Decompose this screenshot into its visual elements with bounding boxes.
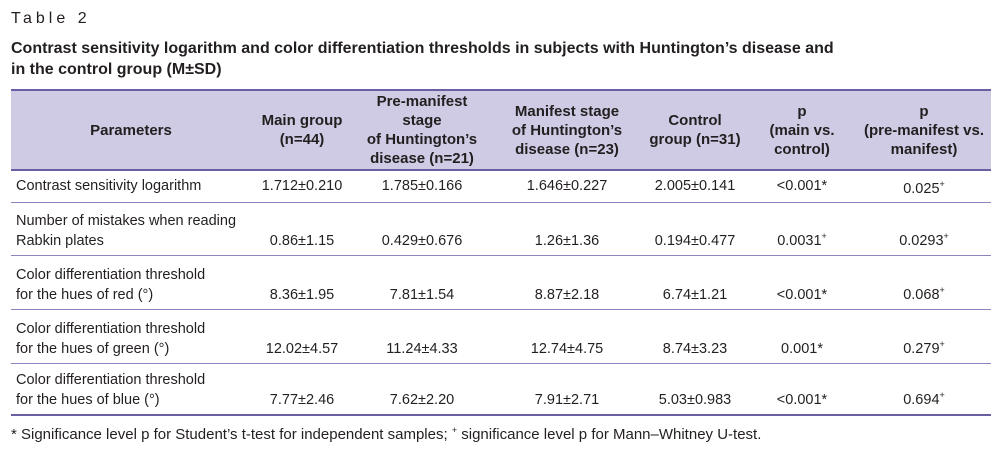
manifest-cell: 1.646±0.227	[491, 170, 643, 203]
pre-manifest-cell: 0.429±0.676	[353, 202, 491, 256]
table-row: Contrast sensitivity logarithm 1.712±0.2…	[11, 170, 991, 203]
table-row: Color differentiation threshold for the h…	[11, 309, 991, 364]
p-main-control-cell: 0.001*	[747, 309, 857, 364]
header-row: Parameters Main group (n=44) Pre-manifest…	[11, 89, 991, 171]
table-row: Color differentiation threshold for the h…	[11, 255, 991, 310]
manifest-cell: 7.91±2.71	[491, 363, 643, 416]
manifest-cell: 8.87±2.18	[491, 255, 643, 310]
parameter-cell: Color differentiation threshold for the h…	[11, 309, 251, 364]
manifest-cell: 1.26±1.36	[491, 202, 643, 256]
table-row: Number of mistakes when reading Rabkin pl…	[11, 202, 991, 256]
control-cell: 5.03±0.983	[643, 363, 747, 416]
parameter-cell: Contrast sensitivity logarithm	[11, 170, 251, 203]
control-cell: 6.74±1.21	[643, 255, 747, 310]
caption-line-1: Contrast sensitivity logarithm and color…	[11, 40, 834, 57]
table-caption: Contrast sensitivity logarithm and color…	[11, 38, 971, 80]
control-cell: 2.005±0.141	[643, 170, 747, 203]
p-pre-manifest-cell: 0.0293+	[857, 202, 991, 256]
main-group-cell: 12.02±4.57	[251, 309, 353, 364]
header-pre-manifest: Pre-manifest stage of Huntington’s disease…	[353, 89, 491, 171]
main-group-cell: 0.86±1.15	[251, 202, 353, 256]
header-control: Control group (n=31)	[643, 89, 747, 171]
pre-manifest-cell: 1.785±0.166	[353, 170, 491, 203]
table-footnote: * Significance level p for Student’s t-t…	[11, 425, 762, 443]
caption-line-2: in the control group (M±SD)	[11, 61, 222, 78]
main-group-cell: 8.36±1.95	[251, 255, 353, 310]
manifest-cell: 12.74±4.75	[491, 309, 643, 364]
header-p-pre-vs-manifest: p (pre-manifest vs. manifest)	[857, 89, 991, 171]
header-main-group: Main group (n=44)	[251, 89, 353, 171]
table-row: Color differentiation threshold for the h…	[11, 363, 991, 416]
p-main-control-cell: <0.001*	[747, 363, 857, 416]
p-main-control-cell: 0.0031+	[747, 202, 857, 256]
main-group-cell: 7.77±2.46	[251, 363, 353, 416]
p-pre-manifest-cell: 0.279+	[857, 309, 991, 364]
header-p-main-vs-control: p (main vs. control)	[747, 89, 857, 171]
main-group-cell: 1.712±0.210	[251, 170, 353, 203]
parameter-cell: Number of mistakes when reading Rabkin pl…	[11, 202, 251, 256]
parameter-cell: Color differentiation threshold for the h…	[11, 255, 251, 310]
p-main-control-cell: <0.001*	[747, 255, 857, 310]
results-table: Parameters Main group (n=44) Pre-manifest…	[11, 89, 991, 416]
pre-manifest-cell: 7.62±2.20	[353, 363, 491, 416]
control-cell: 0.194±0.477	[643, 202, 747, 256]
p-pre-manifest-cell: 0.694+	[857, 363, 991, 416]
p-main-control-cell: <0.001*	[747, 170, 857, 203]
p-pre-manifest-cell: 0.025+	[857, 170, 991, 203]
header-parameters: Parameters	[11, 89, 251, 171]
parameter-cell: Color differentiation threshold for the h…	[11, 363, 251, 416]
control-cell: 8.74±3.23	[643, 309, 747, 364]
pre-manifest-cell: 7.81±1.54	[353, 255, 491, 310]
header-manifest: Manifest stage of Huntington’s disease (n=…	[491, 89, 643, 171]
p-pre-manifest-cell: 0.068+	[857, 255, 991, 310]
pre-manifest-cell: 11.24±4.33	[353, 309, 491, 364]
table-label: Table 2	[11, 10, 91, 27]
